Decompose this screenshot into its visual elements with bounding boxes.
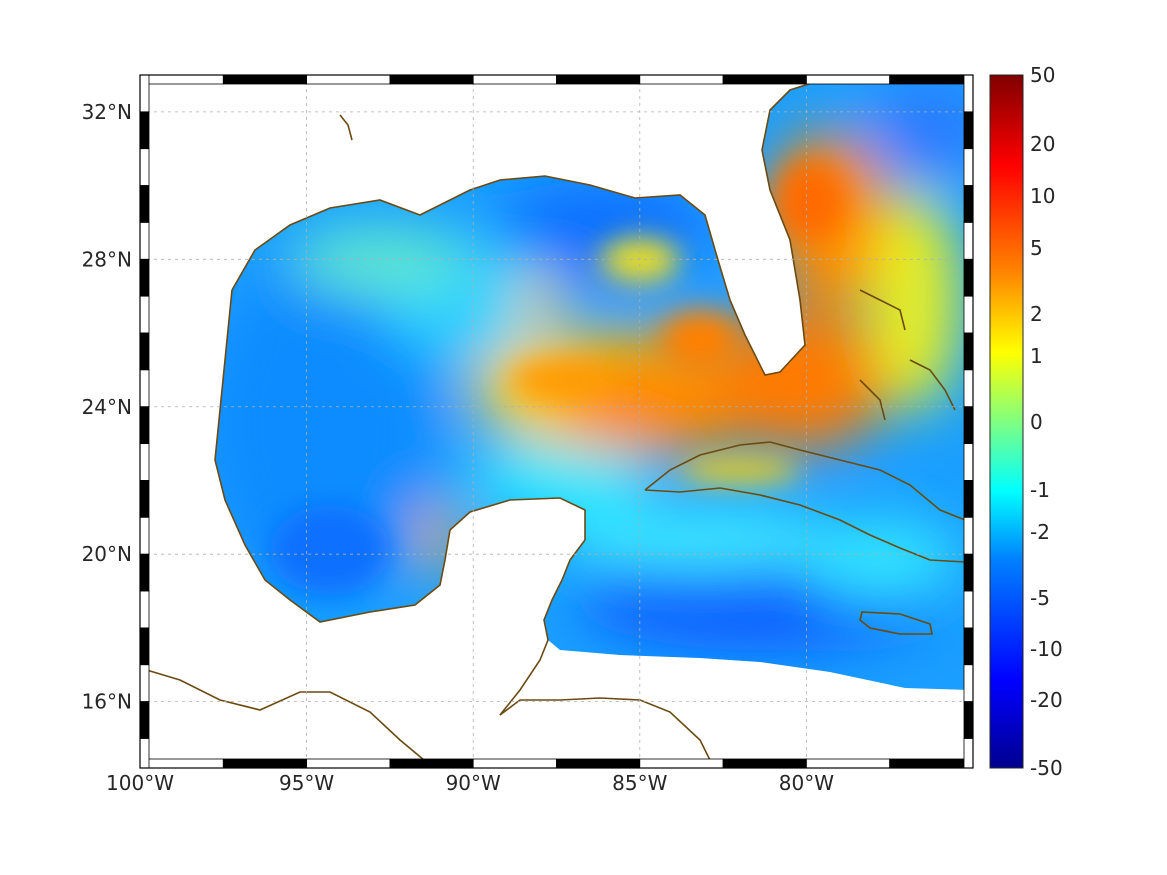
frame-segment bbox=[963, 222, 974, 260]
frame-segment bbox=[139, 627, 150, 666]
colorbar-tick-label: -50 bbox=[1030, 756, 1063, 780]
frame-segment bbox=[556, 74, 641, 85]
colorbar-tick-label: -2 bbox=[1030, 520, 1050, 544]
frame-outline bbox=[139, 74, 974, 769]
colorbar-tick-label: 5 bbox=[1030, 236, 1043, 260]
frame-segment bbox=[722, 74, 807, 85]
frame-segment bbox=[139, 738, 150, 769]
frame-segment bbox=[139, 664, 150, 703]
frame-segment bbox=[806, 74, 891, 85]
frame-segment bbox=[806, 758, 891, 769]
colorbar-tick-label: 2 bbox=[1030, 302, 1043, 326]
longitude-tick-label: 80°W bbox=[779, 771, 834, 795]
frame-segment bbox=[222, 758, 308, 769]
longitude-tick-label: 95°W bbox=[279, 771, 334, 795]
frame-segment bbox=[139, 553, 150, 592]
longitude-tick-label: 90°W bbox=[446, 771, 501, 795]
frame-segment bbox=[306, 758, 391, 769]
colorbar-tick-label: 1 bbox=[1030, 344, 1043, 368]
colorbar bbox=[989, 74, 1024, 769]
map-frame bbox=[139, 74, 974, 769]
frame-segment bbox=[222, 74, 308, 85]
frame-segment bbox=[472, 74, 557, 85]
frame-segment bbox=[389, 758, 474, 769]
frame-segment bbox=[139, 332, 150, 371]
frame-segment bbox=[139, 295, 150, 334]
frame-segment bbox=[963, 627, 974, 666]
frame-segment bbox=[963, 258, 974, 297]
frame-segment bbox=[139, 480, 150, 518]
frame-segment bbox=[963, 185, 974, 223]
frame-segment bbox=[306, 74, 391, 85]
frame-segment bbox=[963, 111, 974, 150]
graticule bbox=[140, 75, 973, 768]
frame-segment bbox=[963, 516, 974, 555]
frame-segment bbox=[963, 74, 974, 113]
frame-segment bbox=[139, 222, 150, 260]
frame-segment bbox=[963, 590, 974, 629]
frame-segment bbox=[639, 74, 724, 85]
latitude-tick-label: 20°N bbox=[82, 542, 132, 566]
frame-segment bbox=[963, 406, 974, 445]
colorbar-tick-label: -10 bbox=[1030, 637, 1063, 661]
longitude-tick-label: 85°W bbox=[612, 771, 667, 795]
latitude-tick-label: 28°N bbox=[82, 247, 132, 271]
longitude-tick-label: 100°W bbox=[106, 771, 174, 795]
frame-segment bbox=[889, 74, 974, 85]
colorbar-tick-label: -5 bbox=[1030, 586, 1050, 610]
colorbar-tick-label: -20 bbox=[1030, 688, 1063, 712]
latitude-labels: 32°N 28°N 24°N 20°N 16°N bbox=[82, 100, 132, 714]
frame-segment bbox=[139, 443, 150, 481]
frame-segment bbox=[639, 758, 724, 769]
frame-segment bbox=[139, 185, 150, 223]
frame-segment bbox=[963, 738, 974, 769]
frame-segment bbox=[963, 701, 974, 739]
frame-segment bbox=[963, 332, 974, 371]
frame-segment bbox=[722, 758, 807, 769]
frame-segment bbox=[139, 701, 150, 739]
frame-segment bbox=[139, 111, 150, 150]
frame-segment bbox=[139, 406, 150, 445]
frame-segment bbox=[389, 74, 474, 85]
frame-segment bbox=[963, 664, 974, 703]
colorbar-tick-label: 50 bbox=[1030, 63, 1055, 87]
colorbar-tick-label: -1 bbox=[1030, 478, 1050, 502]
frame-segment bbox=[963, 369, 974, 408]
colorbar-tick-label: 10 bbox=[1030, 184, 1055, 208]
frame-segment bbox=[139, 516, 150, 555]
frame-segment bbox=[963, 295, 974, 334]
frame-segment bbox=[139, 369, 150, 408]
frame-segment bbox=[963, 443, 974, 481]
frame-segment bbox=[139, 148, 150, 186]
frame-segment bbox=[556, 758, 641, 769]
frame-segment bbox=[472, 758, 557, 769]
frame-segment bbox=[139, 590, 150, 629]
frame-segment bbox=[139, 758, 224, 769]
frame-segment bbox=[139, 74, 224, 85]
longitude-labels: 100°W 95°W 90°W 85°W 80°W bbox=[106, 771, 834, 795]
frame-segment bbox=[139, 74, 150, 113]
latitude-tick-label: 24°N bbox=[82, 395, 132, 419]
frame-segment bbox=[963, 553, 974, 592]
frame-segment bbox=[963, 148, 974, 186]
colorbar-tick-label: 0 bbox=[1030, 410, 1043, 434]
latitude-tick-label: 32°N bbox=[82, 100, 132, 124]
frame-segment bbox=[889, 758, 974, 769]
frame-segment bbox=[139, 258, 150, 297]
colorbar-tick-label: 20 bbox=[1030, 132, 1055, 156]
latitude-tick-label: 16°N bbox=[82, 690, 132, 714]
frame-segment bbox=[963, 480, 974, 518]
coastlines bbox=[139, 81, 966, 766]
